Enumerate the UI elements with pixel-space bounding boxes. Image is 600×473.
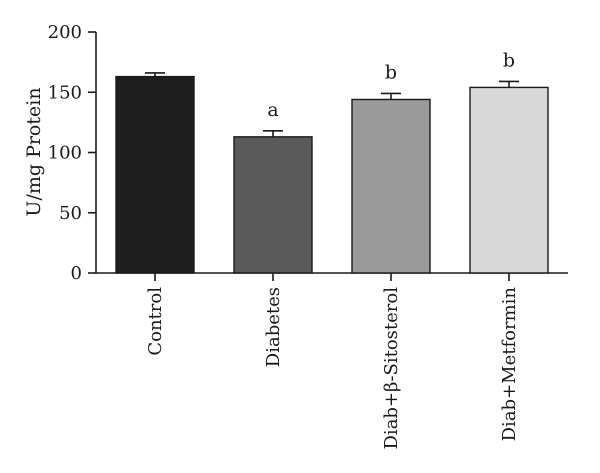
bar bbox=[115, 75, 195, 274]
y-axis-ticks: 0 50 100 150 200 bbox=[48, 22, 96, 284]
significance-label: b bbox=[503, 49, 515, 71]
bars-group: a b b bbox=[115, 49, 549, 274]
significance-label: b bbox=[385, 61, 397, 83]
significance-label: a bbox=[267, 99, 278, 121]
y-tick-label: 100 bbox=[48, 143, 82, 164]
x-axis-ticks: Control Diabetes Diab+β-Sitosterol Diab+Met… bbox=[145, 273, 520, 450]
y-tick-label: 0 bbox=[71, 263, 82, 284]
y-tick-label: 150 bbox=[48, 82, 82, 103]
y-tick-label: 200 bbox=[48, 22, 82, 43]
bar bbox=[233, 136, 313, 274]
x-tick-label: Diabetes bbox=[263, 287, 284, 367]
bar bbox=[351, 98, 431, 274]
y-axis-label: U/mg Protein bbox=[23, 87, 45, 216]
x-tick-label: Diab+Metformin bbox=[499, 287, 520, 442]
x-tick-label: Diab+β-Sitosterol bbox=[381, 287, 402, 450]
y-tick-label: 50 bbox=[59, 203, 82, 224]
bar bbox=[469, 86, 549, 274]
x-tick-label: Control bbox=[145, 287, 166, 356]
